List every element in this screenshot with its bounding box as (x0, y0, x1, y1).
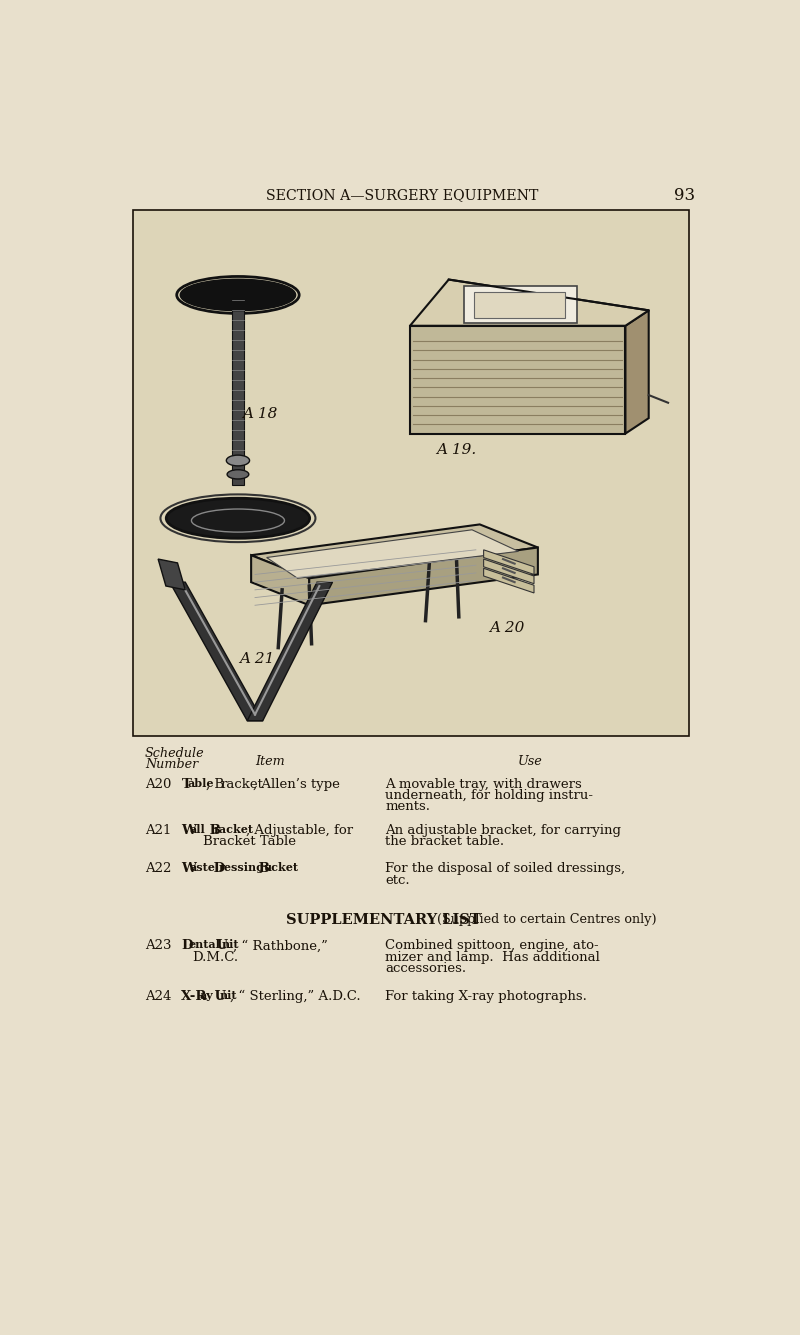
Text: Item: Item (256, 754, 286, 768)
Text: the bracket table.: the bracket table. (386, 836, 504, 848)
Text: all: all (189, 824, 205, 834)
Text: nit: nit (219, 991, 237, 1001)
Ellipse shape (227, 470, 249, 479)
Polygon shape (251, 555, 310, 605)
Text: B: B (205, 824, 221, 837)
Text: A 18: A 18 (242, 407, 278, 422)
Text: A20: A20 (145, 778, 171, 790)
Text: W: W (182, 824, 196, 837)
Text: X-R: X-R (182, 991, 208, 1004)
Text: ental: ental (188, 940, 220, 951)
Text: A23: A23 (145, 940, 171, 952)
Text: SUPPLEMENTARY LIST: SUPPLEMENTARY LIST (286, 913, 481, 928)
Text: Number: Number (145, 758, 198, 770)
Text: SECTION A—SURGERY EQUIPMENT: SECTION A—SURGERY EQUIPMENT (266, 188, 538, 203)
Text: , “ Rathbone,”: , “ Rathbone,” (233, 940, 327, 952)
Text: etc.: etc. (386, 873, 410, 886)
Text: ments.: ments. (386, 800, 430, 813)
Text: A 20: A 20 (489, 621, 525, 635)
Text: U: U (212, 940, 229, 952)
Text: ressing: ressing (218, 862, 265, 873)
Polygon shape (310, 547, 538, 605)
Text: aste: aste (189, 862, 215, 873)
Polygon shape (484, 559, 534, 583)
Ellipse shape (226, 455, 250, 466)
FancyBboxPatch shape (232, 300, 244, 485)
Text: D.M.C.: D.M.C. (192, 951, 238, 964)
Text: W: W (182, 862, 196, 876)
Text: racket: racket (220, 778, 263, 790)
Text: racket: racket (214, 824, 254, 834)
Polygon shape (251, 525, 538, 578)
Polygon shape (170, 582, 262, 721)
Text: A24: A24 (145, 991, 171, 1004)
Text: ucket: ucket (263, 862, 298, 873)
Text: underneath, for holding instru-: underneath, for holding instru- (386, 789, 594, 802)
Text: , Adjustable, for: , Adjustable, for (246, 824, 354, 837)
Polygon shape (484, 569, 534, 593)
Ellipse shape (181, 279, 295, 310)
Text: B: B (254, 862, 270, 876)
FancyBboxPatch shape (474, 292, 565, 318)
Polygon shape (247, 582, 333, 721)
Text: (Supplied to certain Centres only): (Supplied to certain Centres only) (434, 913, 657, 926)
Text: mizer and lamp.  Has additional: mizer and lamp. Has additional (386, 951, 600, 964)
Text: 93: 93 (674, 187, 695, 204)
Text: able: able (187, 778, 214, 789)
Text: , Allen’s type: , Allen’s type (253, 778, 339, 790)
Polygon shape (484, 550, 534, 574)
Text: For taking X-ray photographs.: For taking X-ray photographs. (386, 991, 587, 1004)
Text: ay: ay (200, 991, 214, 1001)
Text: Use: Use (518, 754, 542, 768)
Text: A 19.: A 19. (436, 443, 477, 458)
Text: A 21: A 21 (239, 653, 275, 666)
Text: For the disposal of soiled dressings,: For the disposal of soiled dressings, (386, 862, 626, 876)
Text: A movable tray, with drawers: A movable tray, with drawers (386, 778, 582, 790)
Text: D: D (182, 940, 193, 952)
Text: T: T (182, 778, 191, 790)
Text: accessories.: accessories. (386, 961, 466, 975)
Text: , B: , B (206, 778, 224, 790)
Text: nit: nit (222, 940, 239, 951)
Text: U: U (210, 991, 226, 1004)
Text: An adjustable bracket, for carrying: An adjustable bracket, for carrying (386, 824, 622, 837)
Polygon shape (626, 310, 649, 434)
FancyBboxPatch shape (133, 210, 689, 736)
Text: Bracket Table: Bracket Table (203, 836, 296, 848)
FancyBboxPatch shape (464, 286, 577, 323)
Text: , “ Sterling,” A.D.C.: , “ Sterling,” A.D.C. (230, 991, 361, 1004)
Ellipse shape (166, 498, 310, 538)
Polygon shape (410, 279, 649, 326)
Polygon shape (158, 559, 186, 590)
FancyBboxPatch shape (410, 326, 626, 434)
Text: Combined spittoon, engine, ato-: Combined spittoon, engine, ato- (386, 940, 599, 952)
Text: A22: A22 (145, 862, 171, 876)
Polygon shape (266, 530, 518, 578)
Text: A21: A21 (145, 824, 171, 837)
Text: D: D (210, 862, 226, 876)
Text: Schedule: Schedule (145, 748, 205, 760)
